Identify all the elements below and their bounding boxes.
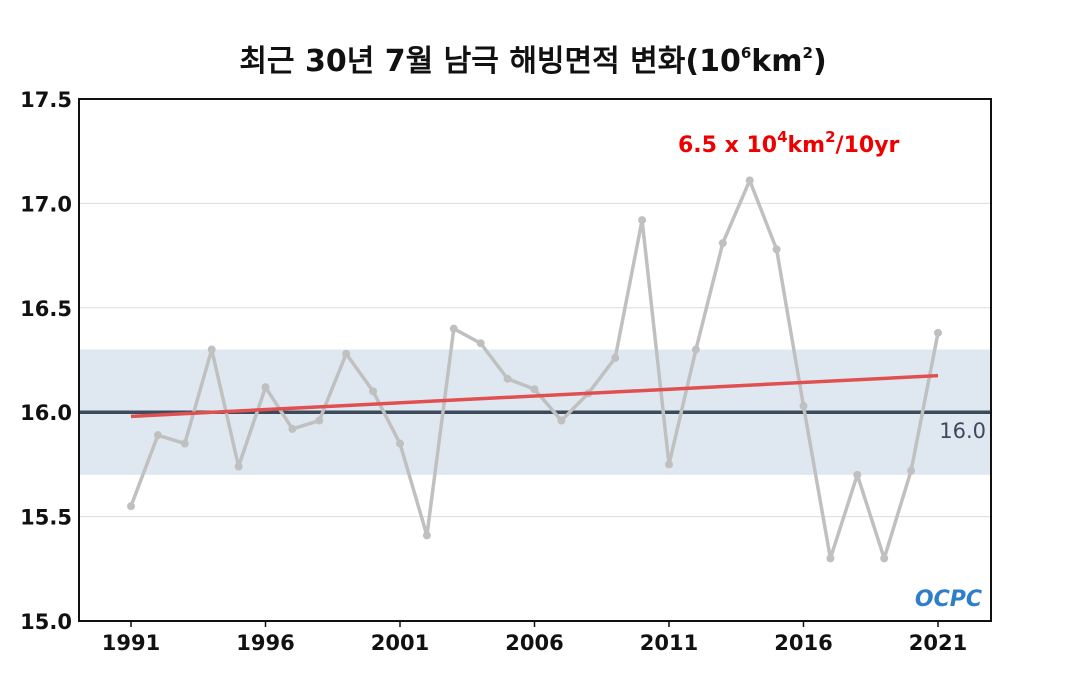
- data-point: [369, 387, 378, 396]
- data-point: [745, 176, 754, 185]
- title-main: 최근 30년 7월 남극 해빙면적 변화(10: [239, 44, 741, 79]
- x-tick-label: 2021: [909, 631, 967, 655]
- x-axis: 1991 1996 2001 2006 2011 2016 2021: [102, 621, 967, 655]
- data-point: [476, 339, 485, 348]
- title-sup-1: 6: [741, 44, 751, 62]
- y-axis: 15.0 15.5 16.0 16.5 17.0 17.5: [20, 88, 72, 634]
- data-point: [826, 554, 835, 563]
- data-point: [934, 328, 942, 337]
- data-point: [718, 239, 727, 248]
- data-point: [907, 466, 916, 475]
- data-point: [234, 462, 243, 471]
- trend-label-sup-1: 4: [777, 128, 787, 146]
- data-point: [557, 416, 566, 425]
- data-point: [691, 345, 700, 354]
- trend-label-end: /10yr: [836, 133, 900, 158]
- reference-label: 16.0: [939, 419, 986, 443]
- trend-label-mid: km: [788, 133, 826, 158]
- data-point: [207, 345, 216, 354]
- x-tick-label: 2011: [640, 631, 698, 655]
- y-tick-label: 16.5: [20, 297, 72, 321]
- data-point: [127, 502, 135, 511]
- x-tick-label: 1996: [236, 631, 294, 655]
- data-point: [449, 324, 458, 333]
- series-sea-ice-extent: [127, 176, 942, 563]
- data-point: [422, 531, 431, 540]
- data-point: [530, 385, 539, 394]
- data-point: [396, 439, 404, 448]
- title-end: ): [813, 44, 827, 79]
- trend-line: [130, 373, 939, 419]
- y-tick-label: 15.5: [20, 506, 72, 530]
- title-sup-2: 2: [803, 44, 813, 62]
- x-tick-label: 2006: [505, 631, 563, 655]
- y-tick-label: 15.0: [20, 610, 72, 634]
- trend-label-main: 6.5 x 10: [678, 133, 777, 158]
- data-point: [342, 349, 351, 358]
- ocpc-logo: OCPC: [915, 587, 982, 612]
- data-point: [665, 460, 673, 469]
- data-point: [799, 401, 808, 410]
- trend-label: 6.5 x 104km2/10yr: [678, 128, 900, 158]
- x-tick-label: 1991: [102, 631, 160, 655]
- chart-title: 최근 30년 7월 남극 해빙면적 변화(106km2): [239, 44, 826, 79]
- y-tick-label: 16.0: [20, 401, 72, 425]
- data-point: [880, 554, 889, 563]
- data-point: [638, 216, 647, 225]
- y-tick-label: 17.0: [20, 192, 72, 216]
- x-tick-label: 2016: [774, 631, 832, 655]
- data-point: [153, 431, 162, 440]
- trend-label-sup-2: 2: [825, 128, 835, 146]
- data-point: [503, 374, 512, 383]
- data-point: [772, 245, 781, 254]
- data-point: [288, 424, 297, 433]
- data-point: [261, 383, 270, 392]
- x-tick-label: 2001: [371, 631, 429, 655]
- data-point: [180, 439, 189, 448]
- title-mid: km: [751, 44, 802, 79]
- data-point: [315, 416, 324, 425]
- data-point: [853, 470, 862, 479]
- y-tick-label: 17.5: [20, 88, 72, 112]
- data-point: [611, 353, 620, 362]
